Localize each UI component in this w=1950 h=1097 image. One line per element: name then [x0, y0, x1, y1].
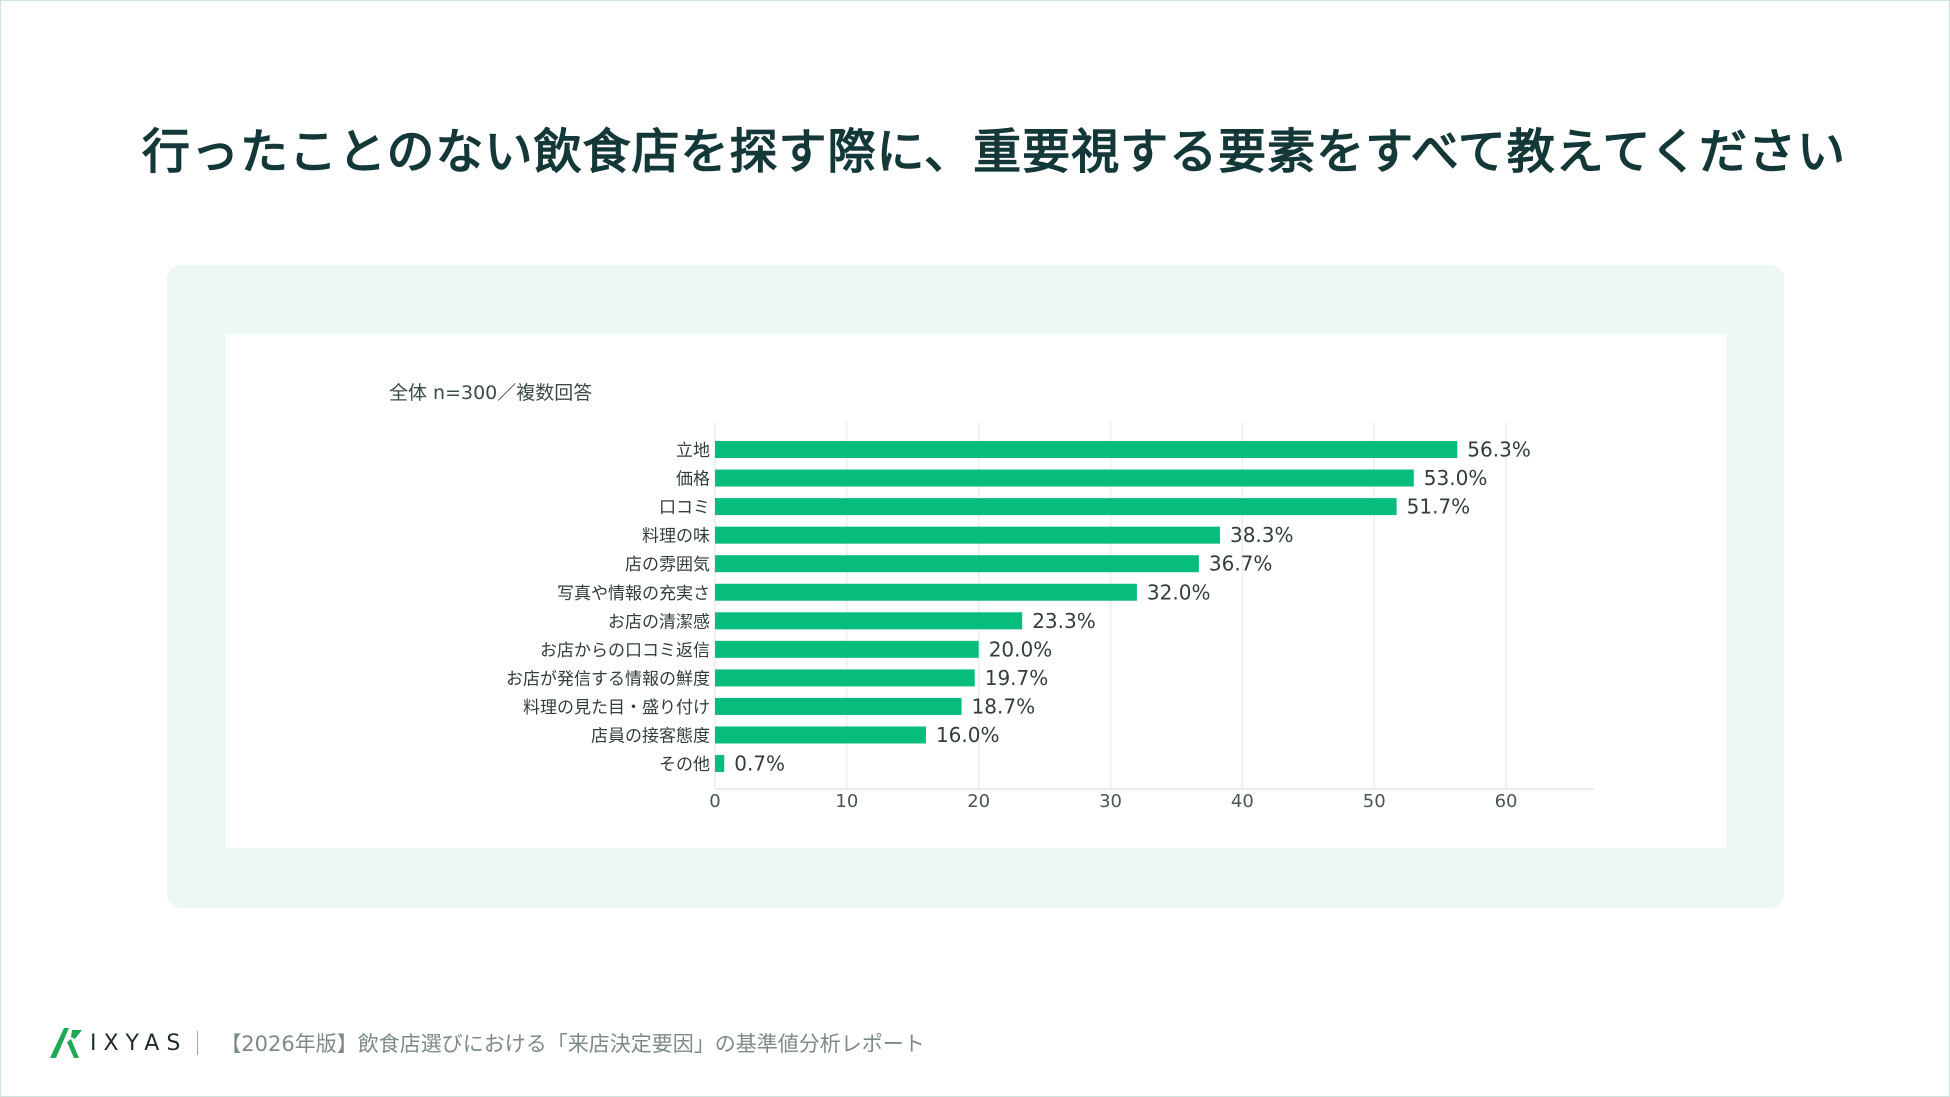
bar-11: [715, 755, 725, 773]
x-tick-label-10: 10: [835, 791, 858, 812]
category-label-6: お店の清潔感: [608, 612, 710, 632]
category-label-7: お店からの口コミ返信: [540, 641, 710, 661]
footer: IXYAS 【2026年版】飲食店選びにおける「来店決定要因」の基準値分析レポー…: [48, 1024, 925, 1062]
bar-5: [715, 583, 1137, 601]
category-label-1: 価格: [676, 470, 710, 490]
bar-8: [715, 669, 975, 687]
brand-name: IXYAS: [90, 1030, 188, 1056]
category-label-2: 口コミ: [659, 498, 710, 518]
x-tick-label-60: 60: [1495, 791, 1518, 812]
category-labels: 立地価格口コミ料理の味店の雰囲気写真や情報の充実さお店の清潔感お店からの口コミ返…: [506, 441, 710, 775]
value-label-7: 20.0%: [989, 637, 1053, 661]
value-label-6: 23.3%: [1032, 609, 1096, 633]
value-label-10: 16.0%: [936, 723, 1000, 747]
category-label-5: 写真や情報の充実さ: [557, 584, 710, 604]
value-label-2: 51.7%: [1407, 495, 1471, 519]
x-tick-label-40: 40: [1231, 791, 1254, 812]
category-label-11: その他: [659, 755, 710, 775]
category-label-3: 料理の味: [642, 527, 710, 547]
bar-0: [715, 441, 1458, 458]
report-title: 【2026年版】飲食店選びにおける「来店決定要因」の基準値分析レポート: [220, 1032, 925, 1056]
page-title: 行ったことのない飲食店を探す際に、重要視する要素をすべて教えてください: [142, 124, 1846, 180]
value-label-0: 56.3%: [1467, 438, 1531, 462]
bar-9: [715, 697, 962, 715]
value-label-4: 36.7%: [1209, 552, 1273, 576]
bar-6: [715, 612, 1023, 630]
bar-layer: [715, 441, 1458, 773]
x-tick-label-20: 20: [967, 791, 990, 812]
value-label-3: 38.3%: [1230, 523, 1294, 547]
bar-3: [715, 526, 1220, 544]
bar-2: [715, 498, 1397, 516]
value-label-9: 18.7%: [972, 694, 1036, 718]
category-label-10: 店員の接客態度: [591, 727, 710, 747]
value-label-5: 32.0%: [1147, 580, 1211, 604]
bar-1: [715, 469, 1414, 487]
category-label-4: 店の雰囲気: [625, 555, 710, 575]
category-label-9: 料理の見た目・盛り付け: [523, 698, 710, 718]
x-tick-labels: 0 10 20 30 40 50 60: [709, 791, 1517, 812]
bar-4: [715, 555, 1199, 573]
bar-7: [715, 640, 979, 658]
category-label-0: 立地: [676, 441, 710, 461]
bar-chart: 立地価格口コミ料理の味店の雰囲気写真や情報の充実さお店の清潔感お店からの口コミ返…: [506, 422, 1594, 812]
bar-10: [715, 726, 926, 744]
x-tick-label-30: 30: [1099, 791, 1122, 812]
value-labels: 56.3% 53.0% 51.7% 38.3% 36.7% 32.0% 23.3% 20.0%…: [734, 438, 1531, 776]
x-tick-label-0: 0: [709, 791, 720, 812]
value-label-1: 53.0%: [1424, 466, 1488, 490]
chart-note: 全体 n=300／複数回答: [389, 382, 593, 404]
category-label-8: お店が発信する情報の鮮度: [506, 669, 710, 689]
footer-divider: [197, 1031, 199, 1055]
x-tick-label-50: 50: [1363, 791, 1386, 812]
value-label-8: 19.7%: [985, 666, 1049, 690]
ixyas-logo-icon: [50, 1028, 82, 1058]
value-label-11: 0.7%: [734, 752, 785, 776]
